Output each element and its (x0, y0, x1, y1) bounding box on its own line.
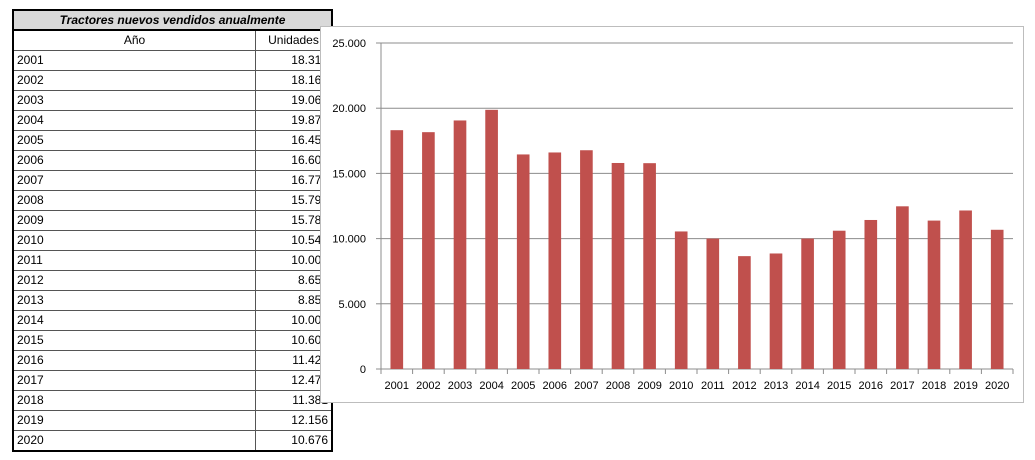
table-row: 2012 8.655 (12, 270, 333, 291)
bar (706, 238, 720, 369)
year-cell: 2012 (12, 270, 256, 291)
y-tick-label: 15.000 (332, 168, 366, 180)
table-row: 2009 15.784 (12, 210, 333, 231)
units-cell: 11.428 (255, 350, 333, 371)
table-row: 2020 10.676 (12, 430, 333, 452)
table-row: 2005 16.454 (12, 130, 333, 151)
x-tick-label: 2019 (953, 380, 977, 392)
year-cell: 2011 (12, 250, 256, 271)
table-row: 2003 19.060 (12, 90, 333, 111)
table-row: 2017 12.476 (12, 370, 333, 391)
year-cell: 2015 (12, 330, 256, 351)
x-tick-label: 2010 (669, 380, 693, 392)
x-tick-label: 2007 (574, 380, 598, 392)
bar-chart: 0 5.000 10.000 15.000 20.000 25.000 2001 2002 20… (320, 26, 1024, 403)
year-cell: 2019 (12, 410, 256, 431)
table-title: Tractores nuevos vendidos anualmente (12, 9, 333, 31)
units-cell: 12.476 (255, 370, 333, 391)
x-tick-label: 2002 (416, 380, 440, 392)
x-tick-label: 2015 (827, 380, 851, 392)
y-tick-label: 5.000 (338, 299, 366, 311)
year-cell: 2007 (12, 170, 256, 191)
bar (453, 120, 467, 369)
year-cell: 2008 (12, 190, 256, 211)
column-header-year: Año (12, 29, 256, 51)
x-tick-label: 2018 (922, 380, 946, 392)
bar (611, 162, 625, 369)
x-tick-label: 2008 (606, 380, 630, 392)
x-tick-label: 2005 (511, 380, 535, 392)
bar (390, 130, 404, 369)
bar (927, 220, 941, 369)
x-tick-label: 2014 (795, 380, 819, 392)
x-tick-label: 2016 (859, 380, 883, 392)
year-cell: 2013 (12, 290, 256, 311)
table-row: 2011 10.002 (12, 250, 333, 271)
bar (485, 109, 498, 369)
table-row: 2019 12.156 (12, 410, 333, 431)
x-tick-label: 2017 (890, 380, 914, 392)
year-cell: 2010 (12, 230, 256, 251)
units-sold-table: Tractores nuevos vendidos anualmente Año… (12, 9, 333, 452)
bar (832, 230, 846, 369)
bar (422, 132, 435, 369)
table-row: 2004 19.875 (12, 110, 333, 131)
year-cell: 2014 (12, 310, 256, 331)
bar (580, 150, 593, 369)
y-tick-label: 20.000 (332, 103, 366, 115)
x-tick-label: 2012 (732, 380, 756, 392)
table-row: 2014 10.004 (12, 310, 333, 331)
year-cell: 2006 (12, 150, 256, 171)
year-cell: 2018 (12, 390, 256, 411)
x-tick-label: 2009 (637, 380, 661, 392)
year-cell: 2017 (12, 370, 256, 391)
chart-canvas: 0 5.000 10.000 15.000 20.000 25.000 2001 2002 20… (332, 38, 1014, 392)
x-tick-label: 2020 (985, 380, 1009, 392)
x-tick-label: 2004 (479, 380, 503, 392)
table-row: 2006 16.605 (12, 150, 333, 171)
y-tick-label: 10.000 (332, 234, 366, 246)
table-row: 2016 11.428 (12, 350, 333, 371)
y-tick-label: 25.000 (332, 38, 366, 50)
x-tick-label: 2006 (543, 380, 567, 392)
year-cell: 2009 (12, 210, 256, 231)
year-cell: 2003 (12, 90, 256, 111)
table-row: 2015 10.605 (12, 330, 333, 351)
bar (643, 163, 656, 369)
units-cell: 15.784 (255, 210, 333, 231)
bar (674, 231, 688, 369)
units-cell: 19.875 (255, 110, 333, 131)
table-row: 2010 10.548 (12, 230, 333, 251)
x-tick-label: 2013 (764, 380, 788, 392)
year-cell: 2004 (12, 110, 256, 131)
bar (990, 229, 1004, 369)
table-row: 2002 18.162 (12, 70, 333, 91)
table-row: 2013 8.859 (12, 290, 333, 311)
bar (516, 154, 530, 369)
table-row: 2008 15.799 (12, 190, 333, 211)
table-row: 2007 16.776 (12, 170, 333, 191)
units-cell: 10.676 (255, 430, 333, 452)
bar (738, 256, 751, 369)
bar (769, 253, 783, 369)
bar (548, 152, 562, 369)
y-tick-label: 0 (360, 364, 366, 376)
year-cell: 2005 (12, 130, 256, 151)
bar (864, 219, 878, 369)
units-cell: 12.156 (255, 410, 333, 431)
table-body: 2001 18.314 2002 18.162 2003 19.060 2004 19.875… (12, 50, 333, 452)
year-cell: 2001 (12, 50, 256, 71)
units-cell: 10.605 (255, 330, 333, 351)
table-row: 2001 18.314 (12, 50, 333, 71)
x-tick-label: 2003 (448, 380, 472, 392)
year-cell: 2020 (12, 430, 256, 452)
table-row: 2018 11.381 (12, 390, 333, 411)
bar (896, 206, 909, 369)
bar (959, 210, 972, 369)
year-cell: 2016 (12, 350, 256, 371)
x-tick-label: 2001 (385, 380, 409, 392)
x-tick-label: 2011 (701, 380, 725, 392)
year-cell: 2002 (12, 70, 256, 91)
bar (801, 238, 814, 369)
